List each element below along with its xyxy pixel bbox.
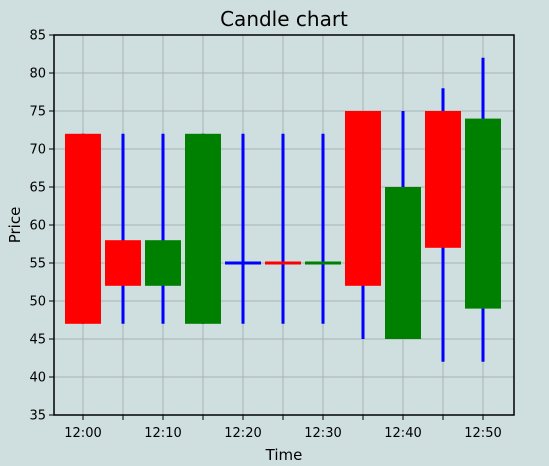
y-tick-label: 40 bbox=[29, 371, 46, 386]
candle bbox=[305, 133, 341, 324]
y-tick-label: 35 bbox=[29, 409, 46, 424]
y-tick-label: 60 bbox=[29, 219, 46, 234]
candle-body bbox=[305, 261, 341, 265]
x-tick-label: 12:40 bbox=[384, 426, 421, 441]
x-tick-label: 12:10 bbox=[144, 426, 181, 441]
candle bbox=[385, 111, 421, 339]
y-axis: 35 40 45 50 55 60 65 70 75 80 85 bbox=[29, 29, 54, 424]
candle-body bbox=[265, 261, 301, 265]
y-tick-label: 55 bbox=[29, 257, 46, 272]
x-tick-label: 12:50 bbox=[464, 426, 501, 441]
candles bbox=[65, 57, 501, 362]
y-tick-label: 65 bbox=[29, 181, 46, 196]
x-tick-label: 12:00 bbox=[64, 426, 101, 441]
y-axis-label: Price bbox=[6, 207, 24, 244]
candle bbox=[65, 133, 101, 324]
y-tick-label: 70 bbox=[29, 143, 46, 158]
y-tick-label: 80 bbox=[29, 67, 46, 82]
candle bbox=[185, 133, 221, 324]
candle-body bbox=[345, 111, 381, 286]
y-tick-label: 50 bbox=[29, 295, 46, 310]
x-tick-label: 12:20 bbox=[224, 426, 261, 441]
candle-body bbox=[105, 240, 141, 286]
candle-body bbox=[385, 187, 421, 339]
candle-body bbox=[465, 118, 501, 309]
y-tick-label: 85 bbox=[29, 29, 46, 44]
candle bbox=[145, 133, 181, 324]
candle-body bbox=[185, 133, 221, 324]
candle-body bbox=[425, 111, 461, 248]
chart-title: Candle chart bbox=[220, 7, 348, 31]
candle bbox=[465, 57, 501, 362]
candle bbox=[425, 88, 461, 362]
candle-body bbox=[65, 133, 101, 324]
candle-body bbox=[145, 240, 181, 286]
x-axis-label: Time bbox=[265, 446, 303, 464]
candle bbox=[265, 133, 301, 324]
x-axis: 12:00 12:10 12:20 12:30 12:40 12:50 bbox=[64, 415, 502, 441]
candle bbox=[105, 133, 141, 324]
x-tick-label: 12:30 bbox=[304, 426, 341, 441]
y-tick-label: 45 bbox=[29, 333, 46, 348]
candle-body bbox=[225, 261, 261, 265]
candle bbox=[225, 133, 261, 324]
y-tick-label: 75 bbox=[29, 105, 46, 120]
candle bbox=[345, 111, 381, 339]
